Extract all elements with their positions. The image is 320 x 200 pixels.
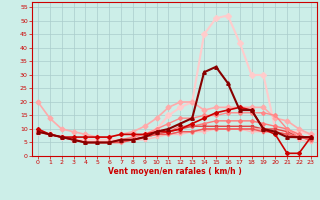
X-axis label: Vent moyen/en rafales ( km/h ): Vent moyen/en rafales ( km/h ) (108, 167, 241, 176)
